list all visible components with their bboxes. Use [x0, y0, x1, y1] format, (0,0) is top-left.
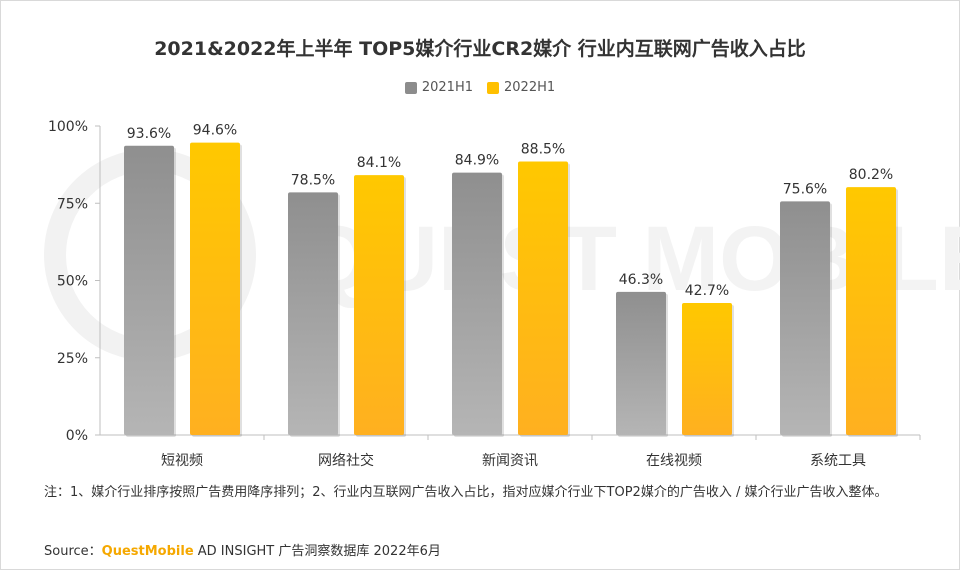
y-tick-label: 50% [57, 274, 88, 290]
source-prefix: Source： [44, 544, 102, 559]
x-tick-label: 新闻资讯 [482, 453, 538, 469]
x-tick-label: 在线视频 [646, 453, 702, 469]
source-line: Source：QuestMobile AD INSIGHT 广告洞察数据库 20… [44, 540, 441, 559]
data-label: 84.9% [455, 153, 499, 169]
bars: 短视频 93.6% 94.6% 网络社交 78.5% 84.1% 新闻资讯 84.9% 88.5… [124, 123, 898, 469]
x-tick-label: 网络社交 [318, 452, 374, 469]
data-label: 94.6% [193, 123, 237, 139]
y-tick-label: 75% [57, 196, 88, 212]
bar-2022h1-2 [518, 161, 568, 435]
y-tick-label: 0% [66, 428, 88, 444]
footnote: 注：1、媒介行业排序按照广告费用降序排列；2、行业内互联网广告收入占比，指对应媒… [44, 485, 888, 500]
legend-item-2021h1: 2021H1 [404, 80, 473, 95]
bar-2022h1-3 [682, 303, 732, 435]
bar-2021h1-1 [288, 192, 338, 435]
data-label: 93.6% [127, 126, 171, 142]
data-label: 80.2% [849, 167, 893, 183]
bar-2022h1-0 [190, 142, 240, 435]
data-label: 42.7% [685, 283, 729, 299]
data-label: 75.6% [783, 181, 827, 197]
bar-2021h1-4 [780, 201, 830, 435]
data-label: 84.1% [357, 155, 401, 171]
legend-label-2022h1: 2022H1 [504, 80, 556, 95]
y-tick-label: 25% [57, 351, 88, 367]
legend-item-2022h1: 2022H1 [487, 80, 555, 95]
legend-swatch-2022h1 [487, 81, 499, 94]
data-label: 78.5% [291, 172, 335, 188]
bar-2021h1-2 [452, 172, 502, 435]
legend: 2021H1 2022H1 [0, 80, 960, 95]
bar-2021h1-0 [124, 145, 174, 435]
data-label: 88.5% [521, 142, 565, 158]
legend-label-2021h1: 2021H1 [421, 80, 473, 95]
x-tick-label: 系统工具 [810, 453, 866, 469]
source-text: AD INSIGHT 广告洞察数据库 2022年6月 [193, 544, 441, 559]
bar-2022h1-1 [354, 175, 404, 436]
legend-swatch-2021h1 [404, 81, 417, 94]
bar-2022h1-4 [846, 187, 896, 435]
chart-title: 2021&2022年上半年 TOP5媒介行业CR2媒介 行业内互联网广告收入占比 [154, 38, 806, 60]
data-label: 46.3% [619, 272, 663, 288]
x-tick-label: 短视频 [161, 453, 203, 469]
bar-2021h1-3 [616, 291, 666, 435]
source-brand: QuestMobile [101, 544, 194, 559]
y-tick-label: 100% [48, 119, 88, 135]
